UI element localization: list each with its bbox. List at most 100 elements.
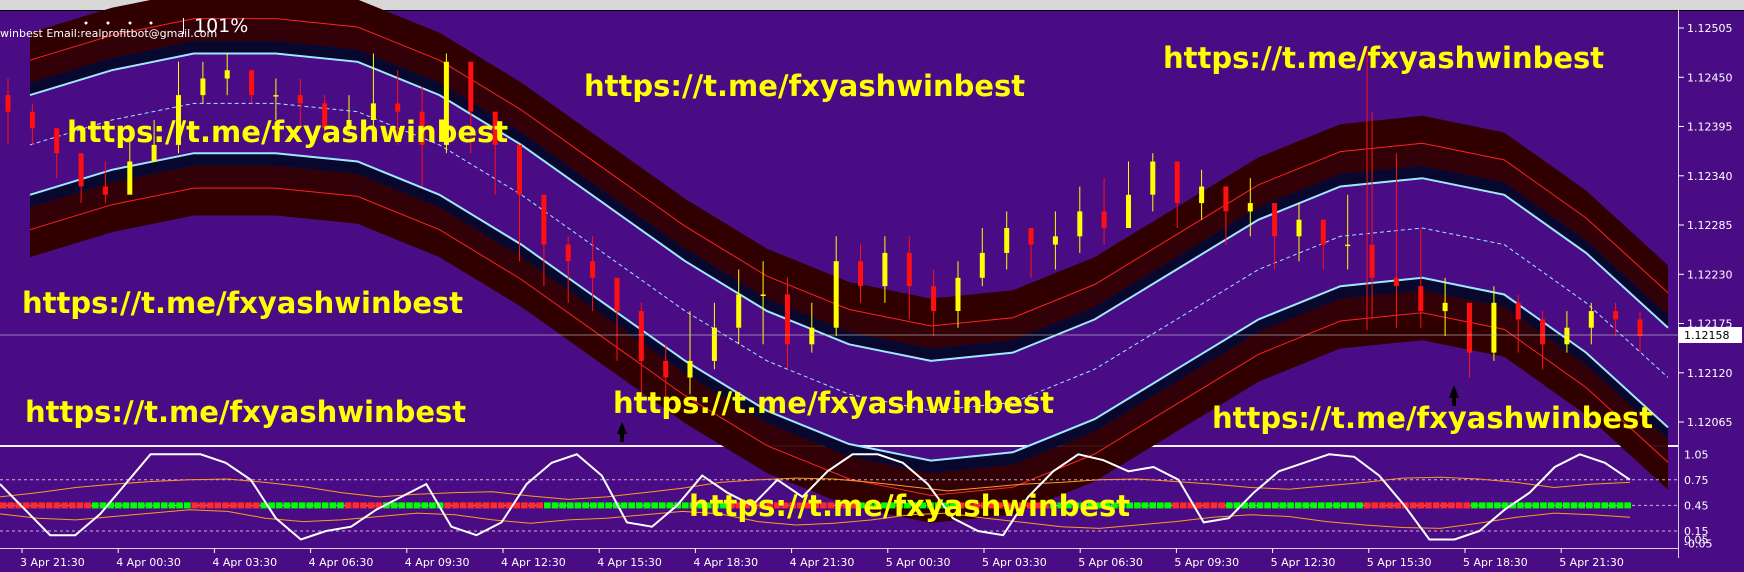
candle-body (249, 70, 255, 96)
oscillator-signal-dot (260, 502, 268, 509)
candle-body (1247, 203, 1253, 212)
center-dashed-line (29, 102, 1669, 412)
oscillator-signal-dot (23, 502, 30, 509)
oscillator-signal-dot (1049, 502, 1057, 509)
oscillator-signal-dot (1072, 502, 1080, 509)
oscillator-signal-dot (789, 502, 796, 509)
time-axis: 3 Apr 21:30 4 Apr 00:30 4 Apr 03:30 4 Apr 0… (20, 548, 1624, 569)
oscillator-signal-dot (183, 502, 191, 509)
time-tick-label: 5 Apr 03:30 (982, 556, 1047, 569)
oscillator-signal-dot (1570, 502, 1578, 509)
oscillator-signal-dot (314, 502, 321, 509)
oscillator-signal-dot (291, 502, 298, 509)
upper-red-line (29, 18, 1669, 327)
price-tick-label: 1.12065 (1687, 416, 1733, 429)
candle-body (1052, 236, 1058, 245)
oscillator-signal-dot (1333, 502, 1340, 509)
oscillator-signal-dot (176, 502, 183, 509)
oscillator-signal-dot (689, 502, 697, 509)
candle-body (1588, 311, 1594, 328)
candle-body (176, 95, 181, 145)
oscillator-signal-dot (1210, 502, 1218, 509)
top-toolbar-divider (0, 10, 1744, 11)
candle-body (297, 95, 303, 104)
oscillator-signal-dot (1616, 502, 1624, 509)
oscillator-signal-dot (1088, 502, 1095, 509)
candle-body (1223, 186, 1229, 212)
oscillator-signal-dot (275, 502, 283, 509)
time-tick-label: 3 Apr 21:30 (20, 556, 85, 569)
oscillator-tick-label: -0.05 (1684, 538, 1712, 551)
oscillator-signal-dot (735, 502, 743, 509)
candle-body (979, 252, 985, 278)
watermark-link: https://t.me/fxyashwinbest (689, 489, 1130, 523)
time-tick-label: 5 Apr 09:30 (1174, 556, 1239, 569)
time-tick-label: 4 Apr 12:30 (501, 556, 566, 569)
oscillator-signal-dot (1340, 502, 1348, 509)
oscillator-signal-dot (597, 502, 605, 509)
oscillator-signal-dot (835, 502, 842, 509)
oscillator-signal-dot (1501, 502, 1509, 509)
oscillator-signal-dot (804, 502, 812, 509)
oscillator-tick-label: 0.15 (1684, 525, 1709, 538)
candle-body (29, 111, 35, 129)
oscillator-signal-dot (1310, 502, 1317, 509)
candle-body (882, 252, 888, 287)
oscillator-signal-dot (620, 502, 628, 509)
zoom-percent-label: 101% (194, 15, 248, 37)
oscillator-signal-dot (574, 502, 582, 509)
oscillator-signal-dot (344, 502, 352, 509)
oscillator-signal-dot (337, 502, 344, 509)
oscillator-signal-dot (61, 502, 68, 509)
oscillator-panel: 1.05 0.75 0.45 0.150.05-0.05 (0, 448, 1712, 551)
watermark-link: https://t.me/fxyashwinbest (22, 286, 463, 320)
oscillator-signal-dot (237, 502, 245, 509)
oscillator-signal-dot (536, 502, 543, 509)
oscillator-signal-dot (988, 502, 996, 509)
candle-body (1272, 203, 1278, 237)
candle-body (1320, 219, 1326, 245)
candle-body (419, 111, 425, 145)
oscillator-signal-dot (475, 502, 482, 509)
oscillator-signal-dot (329, 502, 337, 509)
candle-body (346, 120, 352, 129)
oscillator-signal-dot (1218, 502, 1225, 509)
oscillator-signal-dot (651, 502, 658, 509)
oscillator-signal-dot (950, 502, 957, 509)
candle-body (443, 61, 449, 145)
up-arrow-marker (1449, 385, 1459, 398)
oscillator-signal-dot (15, 502, 22, 509)
watermark-link: https://t.me/fxyashwinbest (613, 386, 1054, 420)
oscillator-signal-dot (635, 502, 643, 509)
candle-body (931, 286, 937, 312)
oscillator-signal-dot (268, 502, 275, 509)
candle-body (614, 277, 620, 311)
candle-body (1150, 161, 1156, 195)
oscillator-signal-dot (452, 502, 459, 509)
oscillator-signal-dot (1601, 502, 1609, 509)
oscillator-signal-dot (521, 502, 528, 509)
candle-body (468, 61, 474, 112)
candle-body (736, 294, 742, 328)
oscillator-signal-dot (528, 502, 536, 509)
oscillator-signal-dot (99, 502, 107, 509)
oscillator-signal-dot (896, 502, 904, 509)
oscillator-signal-dot (84, 502, 91, 509)
oscillator-signal-dot (1279, 502, 1287, 509)
oscillator-signal-dot (613, 502, 620, 509)
candle-body (395, 103, 401, 112)
candle-body (1564, 327, 1570, 345)
candle-body (663, 360, 669, 378)
candle-body (1345, 244, 1351, 247)
oscillator-signal-dot (1363, 502, 1371, 509)
oscillator-signal-dot (214, 502, 222, 509)
oscillator-signal-dot (1256, 502, 1264, 509)
oscillator-signal-dot (1547, 502, 1555, 509)
oscillator-signal-dot (1440, 502, 1448, 509)
oscillator-signal-dot (505, 502, 513, 509)
candle-body (1101, 211, 1107, 228)
oscillator-signal-dot (298, 502, 306, 509)
oscillator-signal-dot (245, 502, 252, 509)
oscillator-signal-dot (1011, 502, 1019, 509)
candle-body (809, 327, 815, 345)
